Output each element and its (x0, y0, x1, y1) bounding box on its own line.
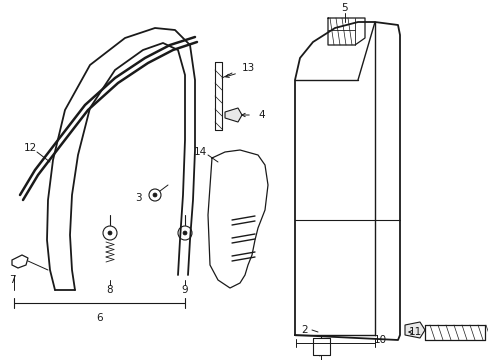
Text: 13: 13 (241, 63, 254, 73)
Text: 11: 11 (407, 327, 421, 337)
Text: 7: 7 (9, 275, 15, 285)
Text: 4: 4 (258, 110, 265, 120)
Text: 5: 5 (341, 3, 347, 13)
Text: 12: 12 (23, 143, 37, 153)
Polygon shape (404, 322, 424, 338)
Circle shape (183, 231, 186, 235)
Text: 8: 8 (106, 285, 113, 295)
Circle shape (153, 193, 157, 197)
Text: 9: 9 (182, 285, 188, 295)
Text: 1: 1 (317, 355, 324, 360)
Polygon shape (224, 108, 242, 122)
Circle shape (108, 231, 112, 235)
Text: 10: 10 (373, 335, 386, 345)
Text: 14: 14 (193, 147, 206, 157)
Text: 2: 2 (301, 325, 307, 335)
Text: 3: 3 (134, 193, 141, 203)
Text: 6: 6 (96, 313, 102, 323)
